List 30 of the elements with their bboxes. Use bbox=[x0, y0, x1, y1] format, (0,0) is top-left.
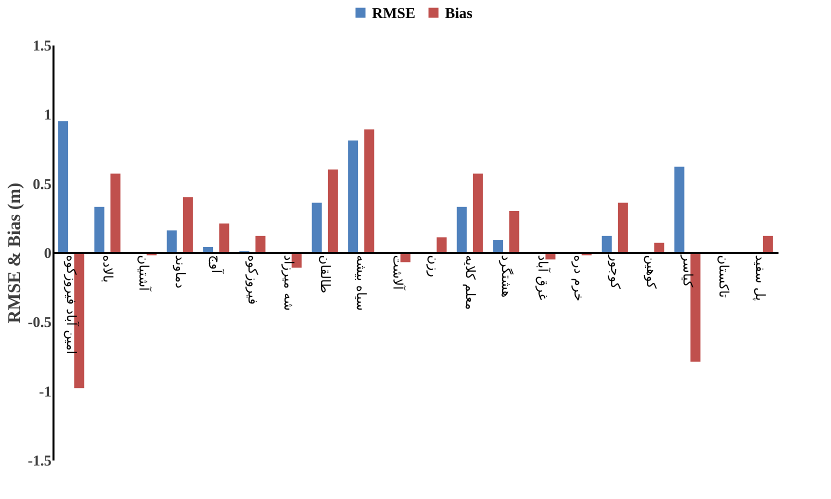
x-tick-label: کوهین bbox=[643, 255, 658, 290]
y-tick-label: 0 bbox=[44, 246, 52, 262]
x-tick-label: غرق آباد bbox=[534, 255, 552, 300]
x-tick-label: امین آباد فیروزکوه bbox=[63, 255, 80, 354]
x-tick-label: طالقان bbox=[316, 255, 332, 294]
x-tick-label: پل سفید bbox=[752, 255, 767, 302]
x-tick-label: فیروزکوه bbox=[244, 255, 260, 305]
x-tick-label: شه میرزاد bbox=[280, 255, 296, 311]
y-tick-label: 0.5 bbox=[32, 176, 52, 193]
x-tick-label: معلم کلایه bbox=[462, 255, 477, 310]
y-tick-label: 1.5 bbox=[32, 38, 52, 54]
x-tick-label: آوج bbox=[208, 255, 226, 275]
x-tick-label: رزن bbox=[426, 255, 441, 278]
y-tick-label: -0.5 bbox=[28, 315, 52, 332]
x-tick-label: بالاده bbox=[99, 255, 114, 283]
y-axis-title: RMSE & Bias (m) bbox=[4, 182, 24, 324]
x-tick-label: سیاه بیشه bbox=[353, 255, 368, 311]
x-tick-label: خرم دره bbox=[570, 255, 586, 302]
y-tick-label: -1.5 bbox=[28, 454, 52, 470]
y-tick-label: 1 bbox=[44, 108, 52, 124]
legend-label: Bias bbox=[445, 6, 473, 22]
x-tick-label: کوجور bbox=[606, 254, 622, 290]
x-tick-label: هشتگرد bbox=[498, 255, 514, 298]
y-tick-label: -1 bbox=[39, 384, 52, 400]
x-tick-label: کیاسر bbox=[679, 254, 694, 288]
x-tick-label: دماوند bbox=[172, 255, 187, 289]
x-tick-label: آلاشت bbox=[389, 255, 406, 292]
x-tick-label: تاکستان bbox=[716, 255, 731, 298]
legend-label: RMSE bbox=[372, 6, 416, 22]
x-tick-label: آشتیان bbox=[136, 255, 153, 292]
